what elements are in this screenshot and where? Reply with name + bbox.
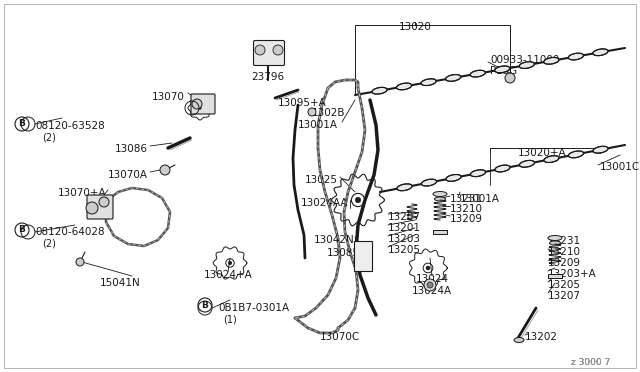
- Text: 08120-64028: 08120-64028: [35, 227, 104, 237]
- Text: 13209: 13209: [548, 258, 581, 268]
- Text: 13203: 13203: [388, 234, 421, 244]
- Text: (2): (2): [42, 239, 56, 249]
- Circle shape: [505, 73, 515, 83]
- Text: 1302B: 1302B: [312, 108, 346, 118]
- Text: z 3000 7: z 3000 7: [571, 358, 610, 367]
- Text: 13070C: 13070C: [320, 332, 360, 342]
- Text: 13001A: 13001A: [460, 194, 500, 204]
- Ellipse shape: [445, 74, 461, 81]
- Text: 13042N: 13042N: [314, 235, 355, 245]
- Ellipse shape: [544, 57, 559, 64]
- Text: 13231: 13231: [450, 194, 483, 204]
- Ellipse shape: [470, 70, 485, 77]
- Circle shape: [99, 197, 109, 207]
- FancyBboxPatch shape: [87, 195, 113, 219]
- Text: 13024+A: 13024+A: [204, 270, 252, 280]
- FancyBboxPatch shape: [548, 274, 562, 278]
- Circle shape: [355, 198, 361, 203]
- FancyBboxPatch shape: [354, 241, 372, 271]
- Ellipse shape: [470, 170, 486, 177]
- Circle shape: [426, 266, 430, 270]
- FancyBboxPatch shape: [253, 41, 285, 65]
- Text: 13024: 13024: [415, 274, 449, 284]
- Ellipse shape: [397, 184, 412, 191]
- Ellipse shape: [550, 241, 561, 245]
- Text: 13020+A: 13020+A: [518, 148, 566, 158]
- Text: 13095+A: 13095+A: [278, 98, 327, 108]
- Text: 13209: 13209: [450, 214, 483, 224]
- Ellipse shape: [520, 160, 534, 167]
- Ellipse shape: [435, 197, 445, 201]
- Ellipse shape: [548, 235, 562, 241]
- Circle shape: [273, 45, 283, 55]
- Text: 13001A: 13001A: [298, 120, 338, 130]
- Ellipse shape: [495, 66, 510, 73]
- Text: 15041N: 15041N: [100, 278, 141, 288]
- Circle shape: [86, 202, 98, 214]
- Text: 13070+A: 13070+A: [58, 188, 107, 198]
- FancyBboxPatch shape: [191, 94, 215, 114]
- Circle shape: [427, 282, 433, 288]
- Text: 13203+A: 13203+A: [548, 269, 596, 279]
- Text: 23796: 23796: [252, 72, 285, 82]
- Text: 13070A: 13070A: [108, 170, 148, 180]
- Text: 13025: 13025: [305, 175, 338, 185]
- Circle shape: [199, 107, 201, 109]
- Text: 13024AA: 13024AA: [301, 198, 348, 208]
- Ellipse shape: [519, 62, 534, 68]
- Text: 13020: 13020: [399, 22, 431, 32]
- Text: PLUG: PLUG: [490, 66, 517, 76]
- Ellipse shape: [568, 151, 584, 158]
- Text: 13205: 13205: [388, 245, 421, 255]
- Ellipse shape: [446, 174, 461, 181]
- Circle shape: [255, 45, 265, 55]
- Text: (2): (2): [42, 133, 56, 143]
- Text: 13086: 13086: [115, 144, 148, 154]
- Text: 13207: 13207: [548, 291, 581, 301]
- Circle shape: [424, 279, 436, 291]
- Ellipse shape: [372, 87, 387, 94]
- FancyBboxPatch shape: [4, 4, 636, 368]
- Text: 0B1B7-0301A: 0B1B7-0301A: [218, 303, 289, 313]
- Text: (1): (1): [223, 315, 237, 325]
- Text: 13024A: 13024A: [412, 286, 452, 296]
- Circle shape: [160, 165, 170, 175]
- Circle shape: [192, 99, 202, 109]
- Circle shape: [308, 108, 316, 116]
- Text: 13210: 13210: [548, 247, 581, 257]
- Ellipse shape: [593, 146, 608, 153]
- Circle shape: [228, 261, 232, 265]
- Text: 08120-63528: 08120-63528: [35, 121, 105, 131]
- Text: 13207: 13207: [388, 212, 421, 222]
- Text: 13231: 13231: [548, 236, 581, 246]
- Text: 00933-11000: 00933-11000: [490, 55, 559, 65]
- Text: B: B: [19, 119, 26, 128]
- Ellipse shape: [433, 192, 447, 196]
- Text: 13070: 13070: [152, 92, 185, 102]
- Ellipse shape: [495, 165, 510, 172]
- Ellipse shape: [544, 156, 559, 163]
- Text: z 3000 7: z 3000 7: [571, 358, 610, 367]
- Ellipse shape: [421, 79, 436, 86]
- FancyBboxPatch shape: [433, 230, 447, 234]
- Text: 13210: 13210: [450, 204, 483, 214]
- Text: 13205: 13205: [548, 280, 581, 290]
- Text: 13201: 13201: [388, 223, 421, 233]
- Ellipse shape: [593, 49, 608, 56]
- Ellipse shape: [421, 179, 436, 186]
- Circle shape: [76, 258, 84, 266]
- Text: B: B: [202, 301, 209, 310]
- Text: 13001C: 13001C: [600, 162, 640, 172]
- Text: 13085: 13085: [327, 248, 360, 258]
- Ellipse shape: [397, 83, 412, 90]
- Text: B: B: [19, 225, 26, 234]
- Ellipse shape: [568, 53, 584, 60]
- Ellipse shape: [514, 337, 524, 343]
- Text: 13202: 13202: [525, 332, 558, 342]
